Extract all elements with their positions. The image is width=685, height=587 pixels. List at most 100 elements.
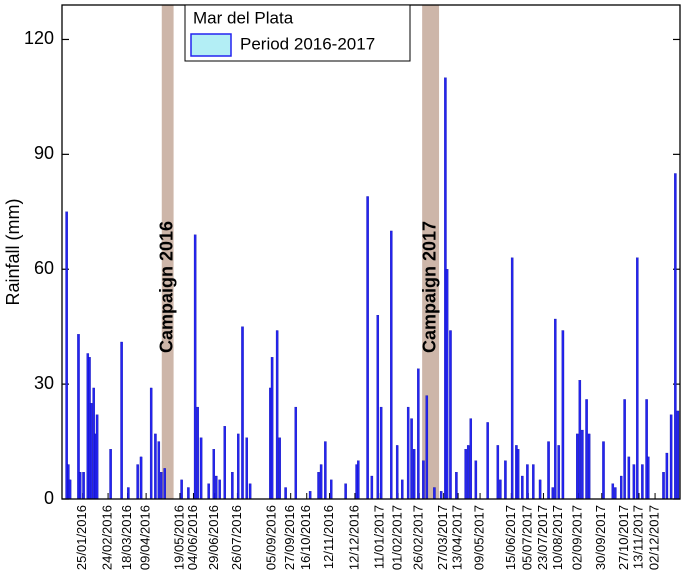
bar [665,452,669,500]
bar [160,472,163,500]
y-tick-label: 120 [24,28,54,48]
x-tick-label: 16/10/2016 [298,505,313,570]
bar [330,479,333,500]
x-tick-label: 13/11/2017 [630,505,645,569]
bar [376,315,380,500]
bar [449,330,452,500]
y-axis-label: Rainfall (mm) [3,198,23,305]
bar [578,380,582,500]
x-tick-label: 01/02/2017 [389,505,404,570]
bar [237,433,240,500]
y-tick-label: 90 [34,143,54,163]
bar [149,387,153,500]
bar [496,445,500,500]
bar [611,483,615,500]
bar [557,445,560,500]
bar [469,418,473,500]
campaign-label: Campaign 2017 [419,221,439,353]
x-tick-label: 27/03/2017 [435,505,450,570]
bar [68,479,72,500]
bar [294,406,298,500]
bar [78,472,82,500]
bar [439,491,443,500]
x-tick-label: 30/09/2017 [593,505,608,570]
bar [554,318,557,500]
bar [275,330,279,500]
bar [395,445,399,500]
bar [193,234,197,500]
x-tick-label: 25/01/2016 [74,505,89,570]
bar [602,441,605,500]
bar [614,487,617,500]
bar [370,475,374,500]
bar [526,464,529,500]
x-tick-label: 04/06/2016 [185,505,200,570]
bar [284,487,287,500]
bar [270,357,274,500]
bar [412,449,416,500]
bar [499,479,502,500]
bar [319,464,323,500]
legend-title: Mar del Plata [193,8,294,27]
bar [199,437,203,500]
bar [212,449,216,500]
x-tick-label: 11/01/2017 [372,505,387,569]
x-tick-label: 29/06/2016 [206,505,221,570]
bar [464,449,467,500]
bar [65,211,68,500]
x-tick-label: 26/07/2016 [229,505,244,570]
bar [455,472,458,500]
bar [425,395,429,500]
bar [585,399,588,500]
bar [636,257,639,500]
bar [248,483,252,500]
x-tick-label: 26/02/2017 [411,505,426,570]
bar [379,406,383,500]
bar [207,483,210,500]
bar [82,472,85,500]
bar [218,479,221,500]
y-tick-label: 30 [34,373,54,393]
x-tick-label: 05/09/2016 [264,505,279,570]
bar [445,269,449,500]
legend-swatch [190,33,232,57]
bar [366,196,369,500]
bar [344,483,347,500]
bar [95,414,99,500]
bar [401,479,404,500]
bar [532,464,535,500]
bar [324,441,327,500]
x-tick-label: 12/11/2016 [321,505,336,569]
bar [422,460,425,500]
bar [187,487,190,500]
bar [561,330,565,500]
bar [357,460,360,500]
bar [390,230,393,500]
bar [127,487,130,500]
bar [215,475,218,500]
bar [521,475,524,500]
x-tick-label: 13/04/2017 [450,505,465,570]
bar [410,418,413,500]
bar [163,468,166,500]
bar [466,445,470,500]
bar [109,449,112,500]
bar [433,487,436,500]
x-tick-label: 27/09/2016 [282,505,297,570]
y-tick-label: 0 [44,488,54,508]
x-tick-label: 09/04/2016 [138,505,153,570]
x-tick-label: 09/05/2017 [471,505,486,570]
bar [516,449,520,500]
x-tick-label: 24/02/2016 [100,505,115,570]
bar [627,456,631,500]
bar [662,472,665,500]
bar [674,173,677,500]
bar [474,460,478,500]
bar [576,433,579,500]
bar [504,460,507,500]
x-tick-label: 27/10/2017 [616,505,631,570]
bar [581,429,584,500]
x-tick-label: 15/06/2017 [503,505,518,570]
bar [510,257,514,500]
